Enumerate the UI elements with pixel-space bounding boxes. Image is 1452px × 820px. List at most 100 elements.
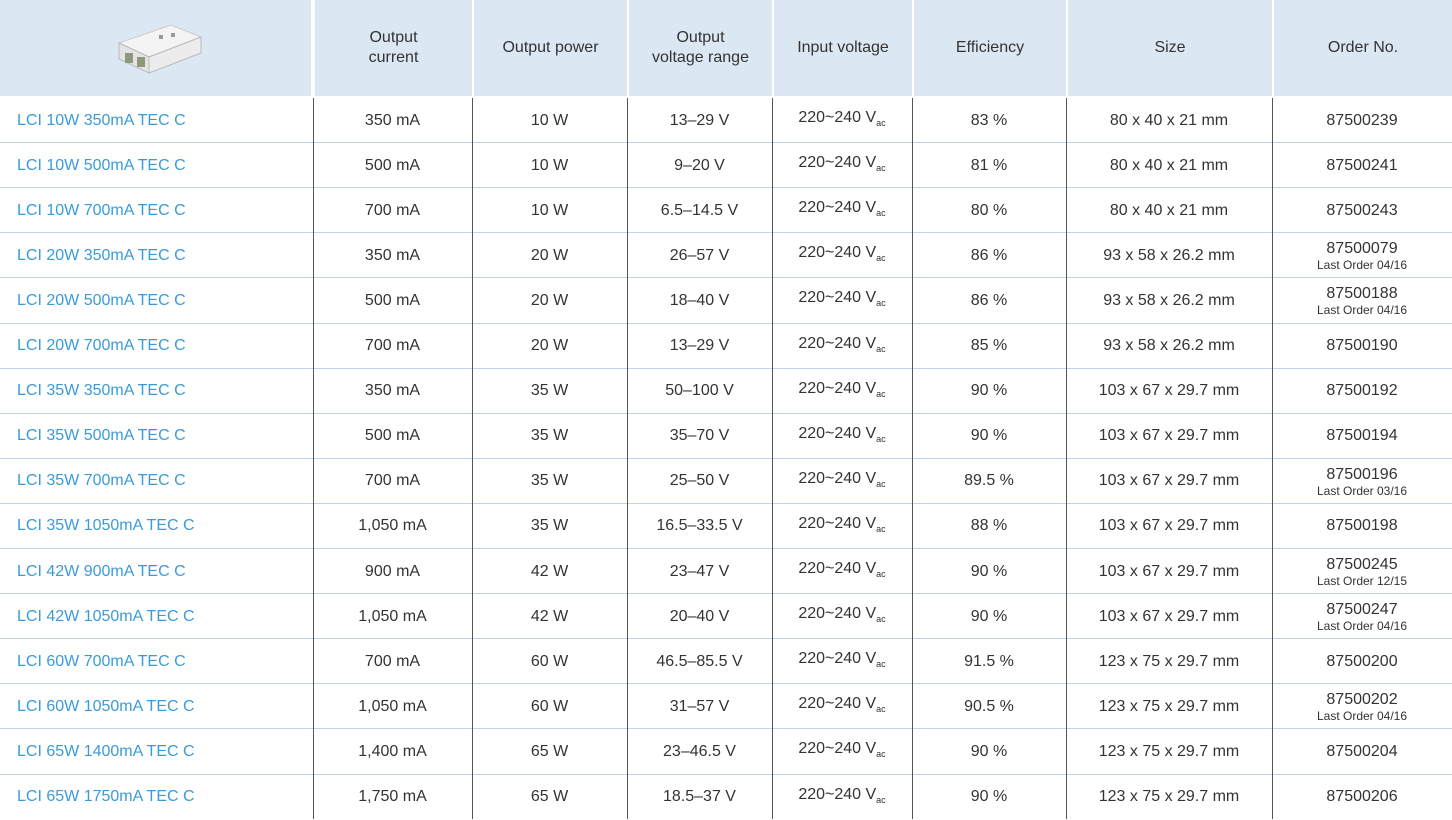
data-cell: 350 mA [313, 369, 472, 414]
power-value: 20 W [531, 291, 568, 311]
header-divider [772, 0, 774, 96]
product-name-text: LCI 65W 1400mA TEC C [17, 742, 195, 762]
column-divider [1066, 98, 1067, 819]
order-number: 87500245 [1326, 555, 1397, 575]
size-value: 123 x 75 x 29.7 mm [1099, 652, 1240, 672]
order-number: 87500196 [1326, 465, 1397, 485]
data-cell: 1,750 mA [313, 775, 472, 820]
power-value: 65 W [531, 787, 568, 807]
data-cell: 80 x 40 x 21 mm [1066, 188, 1272, 233]
power-value: 42 W [531, 562, 568, 582]
input-voltage-text: 220~240 V [798, 515, 876, 532]
data-cell: 90 % [912, 549, 1066, 594]
voltage-value: 16.5–33.5 V [656, 516, 742, 536]
header-text: Order No. [1328, 38, 1398, 58]
current-value: 350 mA [365, 381, 420, 401]
data-cell: 87500204 [1272, 729, 1452, 774]
order-number: 87500239 [1326, 111, 1397, 131]
data-cell: 90 % [912, 414, 1066, 459]
data-cell: 700 mA [313, 639, 472, 684]
product-name: LCI 65W 1750mA TEC C [0, 775, 313, 820]
data-cell: 1,050 mA [313, 684, 472, 729]
input-voltage-sub: ac [876, 659, 886, 669]
data-cell: 103 x 67 x 29.7 mm [1066, 594, 1272, 639]
power-value: 20 W [531, 246, 568, 266]
product-name: LCI 42W 900mA TEC C [0, 549, 313, 594]
efficiency-value: 90 % [971, 742, 1007, 762]
input-voltage-sub: ac [876, 479, 886, 489]
input-voltage-text: 220~240 V [798, 650, 876, 667]
product-name: LCI 35W 700mA TEC C [0, 459, 313, 504]
data-cell: 35 W [472, 459, 627, 504]
data-cell: 42 W [472, 594, 627, 639]
input-voltage: 220~240 Vac [798, 514, 885, 539]
order-note: Last Order 04/16 [1317, 259, 1407, 272]
power-value: 35 W [531, 471, 568, 491]
efficiency-value: 85 % [971, 336, 1007, 356]
data-cell: 80 x 40 x 21 mm [1066, 98, 1272, 143]
efficiency-value: 90 % [971, 426, 1007, 446]
product-name-text: LCI 42W 900mA TEC C [17, 562, 186, 582]
data-cell: 500 mA [313, 143, 472, 188]
input-voltage: 220~240 Vac [798, 739, 885, 764]
efficiency-value: 86 % [971, 291, 1007, 311]
order-number: 87500204 [1326, 742, 1397, 762]
efficiency-value: 83 % [971, 111, 1007, 131]
input-voltage: 220~240 Vac [798, 334, 885, 359]
efficiency-value: 89.5 % [964, 471, 1014, 491]
size-value: 103 x 67 x 29.7 mm [1099, 516, 1240, 536]
size-value: 103 x 67 x 29.7 mm [1099, 426, 1240, 446]
data-cell: 86 % [912, 278, 1066, 323]
input-voltage: 220~240 Vac [798, 785, 885, 810]
data-cell: 123 x 75 x 29.7 mm [1066, 684, 1272, 729]
data-cell: 1,050 mA [313, 594, 472, 639]
size-value: 93 x 58 x 26.2 mm [1103, 291, 1235, 311]
product-name-text: LCI 35W 700mA TEC C [17, 471, 186, 491]
efficiency-value: 81 % [971, 156, 1007, 176]
order-note: Last Order 12/15 [1317, 575, 1407, 588]
voltage-value: 18.5–37 V [663, 787, 736, 807]
input-voltage: 220~240 Vac [798, 604, 885, 629]
current-value: 700 mA [365, 471, 420, 491]
input-voltage: 220~240 Vac [798, 288, 885, 313]
header-cell: Outputvoltage range [629, 0, 772, 96]
current-value: 1,050 mA [358, 607, 426, 627]
data-cell: 18.5–37 V [627, 775, 772, 820]
data-cell: 1,400 mA [313, 729, 472, 774]
data-cell: 65 W [472, 729, 627, 774]
voltage-value: 35–70 V [670, 426, 730, 446]
power-value: 35 W [531, 381, 568, 401]
header-cell: Order No. [1274, 0, 1452, 96]
product-name: LCI 65W 1400mA TEC C [0, 729, 313, 774]
size-value: 93 x 58 x 26.2 mm [1103, 246, 1235, 266]
data-cell: 80 x 40 x 21 mm [1066, 143, 1272, 188]
data-cell: 220~240 Vac [772, 729, 912, 774]
voltage-value: 6.5–14.5 V [661, 201, 738, 221]
data-cell: 20–40 V [627, 594, 772, 639]
input-voltage: 220~240 Vac [798, 694, 885, 719]
input-voltage-sub: ac [876, 614, 886, 624]
data-cell: 103 x 67 x 29.7 mm [1066, 549, 1272, 594]
input-voltage-sub: ac [876, 795, 886, 805]
data-cell: 35 W [472, 414, 627, 459]
data-cell: 65 W [472, 775, 627, 820]
input-voltage-text: 220~240 V [798, 380, 876, 397]
input-voltage-text: 220~240 V [798, 425, 876, 442]
data-cell: 60 W [472, 684, 627, 729]
product-image [101, 13, 211, 83]
input-voltage-text: 220~240 V [798, 199, 876, 216]
order-number: 87500206 [1326, 787, 1397, 807]
size-value: 123 x 75 x 29.7 mm [1099, 742, 1240, 762]
power-value: 60 W [531, 652, 568, 672]
data-cell: 90 % [912, 729, 1066, 774]
voltage-value: 23–47 V [670, 562, 730, 582]
data-cell: 20 W [472, 233, 627, 278]
header-cell: Output power [474, 0, 627, 96]
input-voltage-sub: ac [876, 344, 886, 354]
input-voltage-sub: ac [876, 569, 886, 579]
data-cell: 87500200 [1272, 639, 1452, 684]
input-voltage-sub: ac [876, 298, 886, 308]
power-value: 10 W [531, 156, 568, 176]
efficiency-value: 86 % [971, 246, 1007, 266]
order-number: 87500079 [1326, 239, 1397, 259]
